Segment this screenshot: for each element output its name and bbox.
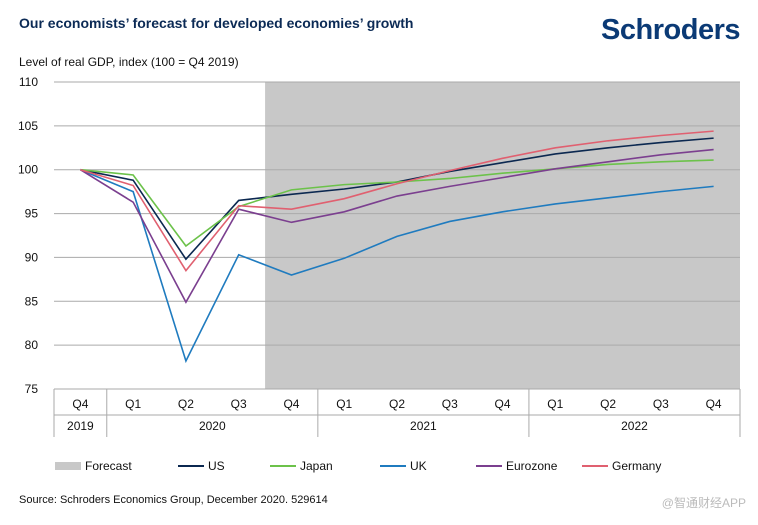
x-tick-label: Q4 [495,397,511,411]
watermark: @智通财经APP [661,496,746,510]
series-line-japan [80,159,714,248]
y-tick-label: 95 [25,207,39,221]
y-tick-label: 110 [19,75,38,89]
x-tick-label: Q2 [178,397,194,411]
legend-label-uk: UK [410,459,427,473]
year-label: 2019 [67,419,94,433]
legend-label-germany: Germany [612,459,661,473]
year-label: 2022 [621,419,648,433]
x-tick-label: Q1 [336,397,352,411]
year-label: 2020 [199,419,226,433]
x-tick-label: Q2 [600,397,616,411]
x-tick-label: Q1 [125,397,141,411]
x-tick-label: Q4 [72,397,88,411]
y-tick-label: 105 [18,119,38,133]
forecast-shading [265,82,740,389]
x-tick-label: Q2 [389,397,405,411]
series-line-germany [80,130,714,272]
y-tick-label: 90 [25,250,39,264]
schroders-logo: Schroders [601,14,740,46]
legend-label-japan: Japan [300,459,333,473]
x-tick-label: Q3 [231,397,247,411]
y-axis-label: Level of real GDP, index (100 = Q4 2019) [19,55,239,69]
x-tick-label: Q1 [547,397,563,411]
y-tick-label: 80 [25,338,39,352]
source-note: Source: Schroders Economics Group, Decem… [19,494,328,506]
x-tick-label: Q3 [653,397,669,411]
legend-label-us: US [208,459,225,473]
series-line-eurozone [79,148,714,304]
chart-title: Our economists’ forecast for developed e… [19,15,414,31]
y-tick-label: 100 [18,163,38,177]
year-label: 2021 [410,419,437,433]
x-tick-label: Q3 [442,397,458,411]
legend-swatch-forecast [55,462,81,470]
x-tick-label: Q4 [706,397,722,411]
x-tick-label: Q4 [283,397,299,411]
y-tick-label: 85 [25,294,39,308]
legend-label-eurozone: Eurozone [506,459,558,473]
y-tick-label: 75 [25,382,39,396]
series-line-uk [80,168,714,364]
legend-label-forecast: Forecast [85,459,132,473]
